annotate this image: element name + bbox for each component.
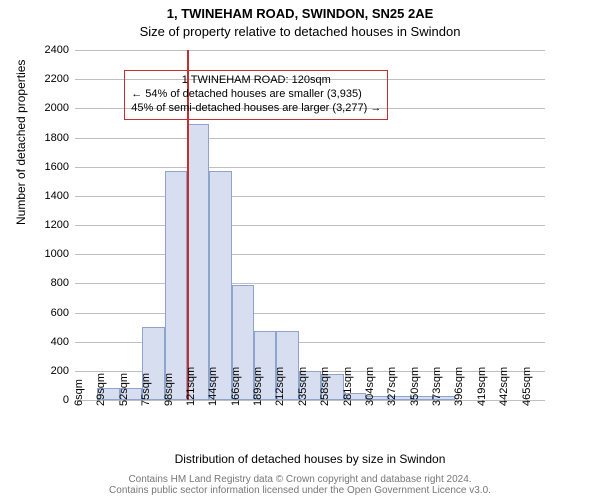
y-tick-label: 1200 xyxy=(45,219,69,231)
annotation-line: ← 54% of detached houses are smaller (3,… xyxy=(131,88,381,102)
gridline xyxy=(75,254,545,255)
chart-subtitle: Size of property relative to detached ho… xyxy=(0,24,600,39)
chart-footer: Contains HM Land Registry data © Crown c… xyxy=(0,474,600,496)
y-tick-label: 2400 xyxy=(45,44,69,56)
gridline xyxy=(75,313,545,314)
footer-line-2: Contains public sector information licen… xyxy=(0,485,600,496)
chart-title-address: 1, TWINEHAM ROAD, SWINDON, SN25 2AE xyxy=(0,6,600,21)
gridline xyxy=(75,225,545,226)
gridline xyxy=(75,138,545,139)
y-tick-label: 1000 xyxy=(45,248,69,260)
histogram-bar xyxy=(187,124,209,400)
plot-area: 0200400600800100012001400160018002000220… xyxy=(75,50,545,400)
y-tick-label: 1400 xyxy=(45,190,69,202)
y-tick-label: 400 xyxy=(51,336,69,348)
y-tick-label: 1800 xyxy=(45,132,69,144)
annotation-line: 45% of semi-detached houses are larger (… xyxy=(131,102,381,116)
y-tick-label: 800 xyxy=(51,277,69,289)
y-tick-label: 0 xyxy=(63,394,69,406)
y-tick-label: 2200 xyxy=(45,73,69,85)
chart-container: { "title_line1": "1, TWINEHAM ROAD, SWIN… xyxy=(0,0,600,500)
histogram-bar xyxy=(209,171,231,400)
y-tick-label: 1600 xyxy=(45,161,69,173)
annotation-line: 1 TWINEHAM ROAD: 120sqm xyxy=(131,74,381,88)
x-axis-label: Distribution of detached houses by size … xyxy=(75,452,545,466)
y-tick-label: 2000 xyxy=(45,102,69,114)
y-tick-label: 600 xyxy=(51,307,69,319)
y-axis-label: Number of detached properties xyxy=(14,60,28,225)
annotation-box: 1 TWINEHAM ROAD: 120sqm← 54% of detached… xyxy=(124,70,388,119)
histogram-bar xyxy=(165,171,187,400)
gridline xyxy=(75,283,545,284)
footer-line-1: Contains HM Land Registry data © Crown c… xyxy=(0,474,600,485)
gridline xyxy=(75,167,545,168)
gridline xyxy=(75,196,545,197)
gridline xyxy=(75,50,545,51)
y-tick-label: 200 xyxy=(51,365,69,377)
